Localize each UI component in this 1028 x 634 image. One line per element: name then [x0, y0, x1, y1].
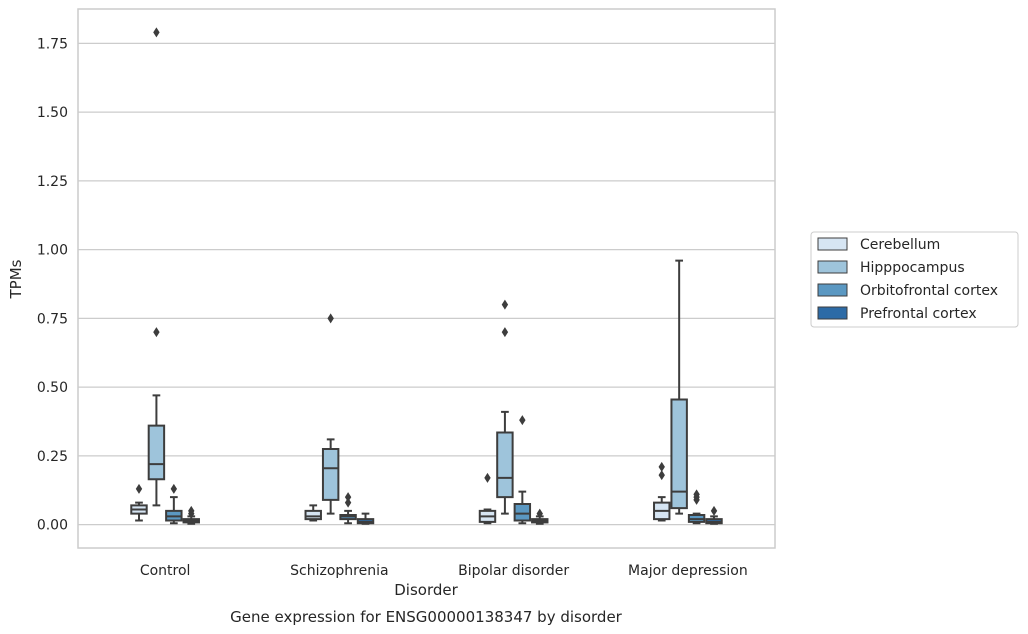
y-tick-label: 1.00: [37, 243, 68, 259]
outlier-point: [658, 470, 665, 481]
outlier-point: [135, 483, 143, 494]
box-2-3: [531, 508, 549, 525]
box-3-1: [670, 259, 688, 515]
outlier-point: [501, 299, 509, 310]
y-tick-label: 1.50: [37, 105, 68, 121]
x-tick-labels: Control Schizophrenia Bipolar disorder Majo…: [140, 563, 748, 579]
legend-swatch: [817, 306, 848, 320]
outlier-point: [536, 508, 543, 519]
box-2-0: [478, 472, 497, 525]
outlier-point: [170, 483, 178, 494]
box-body: [321, 448, 340, 501]
legend-swatch: [817, 237, 848, 251]
legend-label: Hipppocampus: [860, 260, 965, 276]
outlier-point: [519, 415, 526, 426]
box-groups: [130, 27, 723, 525]
outlier-point: [658, 461, 665, 472]
box-0-3: [182, 505, 200, 525]
box-body: [513, 503, 532, 522]
x-tick-label: Bipolar disorder: [458, 563, 569, 579]
y-tick-label: 0.50: [37, 380, 68, 396]
box-3-2: [687, 489, 706, 525]
box-2-1: [496, 299, 514, 515]
x-tick-label: Schizophrenia: [290, 563, 388, 579]
y-grid: [78, 42, 775, 526]
box-0-1: [147, 27, 166, 507]
legend-label: Orbitofrontal cortex: [860, 283, 998, 299]
box-3-3: [705, 505, 723, 525]
box-2-2: [513, 415, 532, 525]
y-tick-label: 0.25: [37, 449, 68, 465]
x-axis-label: Disorder: [394, 581, 458, 599]
box-1-0: [304, 504, 322, 522]
box-body: [304, 509, 322, 521]
plot-area: [77, 8, 776, 549]
x-tick-label: Control: [140, 563, 191, 579]
outlier-point: [327, 313, 334, 324]
box-1-3: [356, 512, 375, 525]
outlier-point: [501, 327, 509, 338]
outlier-point: [484, 472, 491, 483]
box-3-0: [653, 461, 671, 522]
outlier-point: [710, 505, 718, 516]
x-tick-label: Major depression: [628, 563, 748, 579]
y-tick-label: 1.75: [37, 36, 68, 52]
box-0-2: [165, 483, 183, 525]
box-body: [147, 424, 166, 481]
legend: Cerebellum Hipppocampus Orbitofrontal cort…: [810, 231, 1019, 328]
legend-swatch: [817, 260, 848, 274]
outlier-point: [153, 27, 160, 38]
legend-swatch: [817, 283, 848, 297]
box-1-1: [321, 313, 340, 515]
box-body: [670, 398, 688, 510]
y-tick-label: 0.00: [37, 518, 68, 534]
outlier-point: [344, 497, 352, 508]
y-tick-label: 0.75: [37, 311, 68, 327]
outlier-point: [693, 489, 700, 500]
outlier-point: [188, 505, 195, 516]
y-tick-labels: 0.00 0.25 0.50 0.75 1.00 1.25 1.50 1.75: [37, 36, 68, 533]
legend-label: Prefrontal cortex: [860, 306, 977, 322]
outlier-point: [153, 327, 160, 338]
legend-frame: [810, 231, 1019, 328]
outlier-point: [344, 492, 352, 503]
legend-label: Cerebellum: [860, 237, 940, 253]
y-axis-label: TPMs: [7, 259, 25, 299]
y-tick-label: 1.25: [37, 174, 68, 190]
box-1-2: [339, 492, 357, 525]
box-0-0: [130, 483, 148, 522]
chart-caption: Gene expression for ENSG00000138347 by d…: [230, 608, 623, 626]
box-body: [496, 431, 514, 499]
